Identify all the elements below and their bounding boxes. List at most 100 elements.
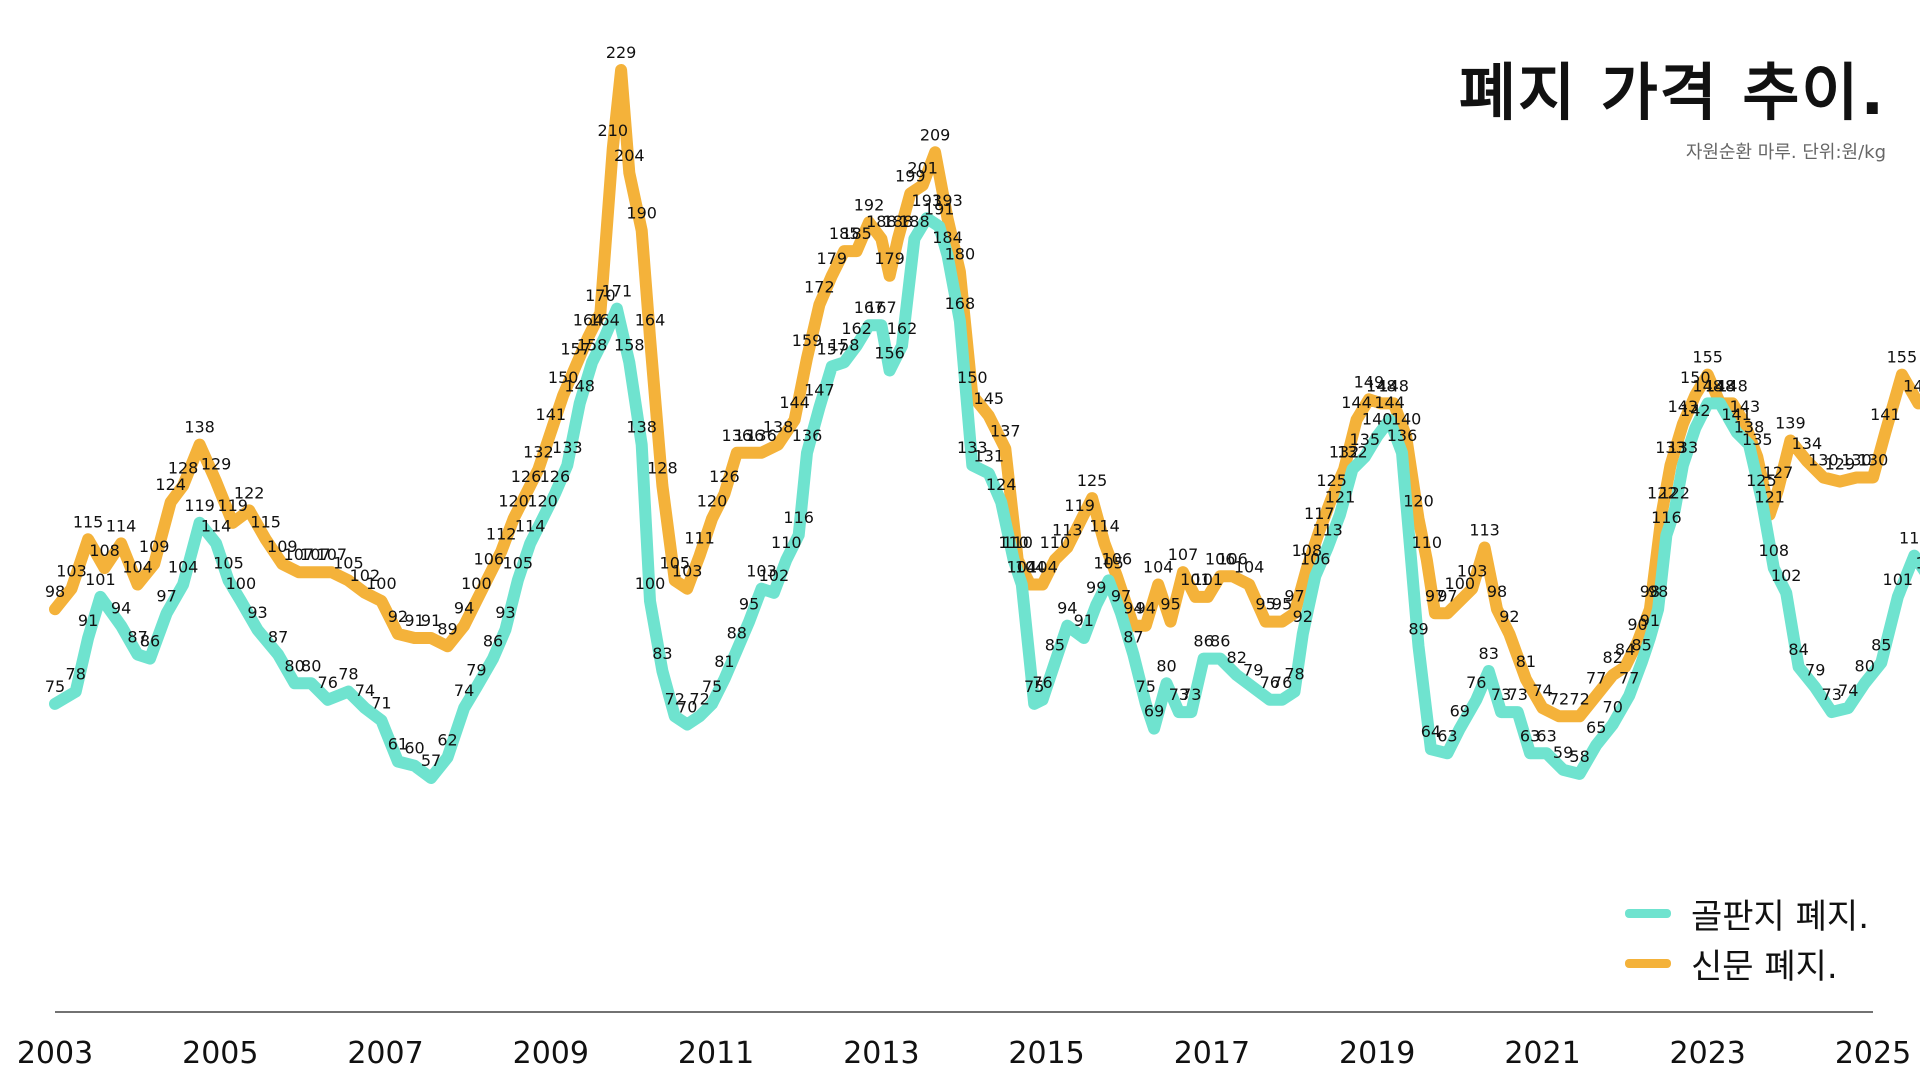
data-label: 168 [945,294,976,313]
data-label: 108 [1759,541,1790,560]
data-label: 180 [945,245,976,264]
data-label: 72 [689,689,709,708]
data-label: 127 [1763,463,1794,482]
data-label: 85 [1045,636,1065,655]
data-label: 101 [1193,570,1224,589]
data-label: 113 [1312,521,1343,540]
data-label: 73 [1181,685,1201,704]
data-label: 125 [1077,471,1108,490]
data-label: 79 [466,660,486,679]
data-label: 91 [78,611,98,630]
data-label: 98 [1487,582,1507,601]
data-label: 137 [990,422,1021,441]
data-label: 138 [184,418,215,437]
data-label: 188 [866,212,897,231]
data-label: 98 [45,582,65,601]
data-label: 150 [548,368,579,387]
data-label: 97 [1284,586,1304,605]
data-label: 138 [626,418,657,437]
data-label: 77 [1586,669,1606,688]
data-label: 128 [647,459,678,478]
data-label: 158 [577,335,608,354]
data-label: 94 [1136,599,1156,618]
x-tick-label: 2015 [1008,1036,1084,1071]
data-label: 78 [338,665,358,684]
data-label: 76 [1032,673,1052,692]
data-label: 62 [437,730,457,749]
data-label: 129 [201,455,232,474]
data-label: 60 [404,739,424,758]
data-label: 121 [1325,488,1356,507]
data-label: 130 [1808,451,1839,470]
data-label: 164 [589,311,620,330]
data-label: 105 [1093,553,1124,572]
data-label: 109 [139,537,170,556]
data-label: 113 [1052,521,1083,540]
data-label: 75 [1024,677,1044,696]
data-label: 136 [792,426,823,445]
data-label: 133 [957,438,988,457]
data-label: 90 [1627,615,1647,634]
data-label: 204 [614,146,645,165]
data-label: 150 [1680,368,1711,387]
legend-label: 골판지 폐지. [1691,896,1870,937]
data-label: 116 [1651,508,1682,527]
data-label: 91 [421,611,441,630]
data-label: 149 [1354,372,1385,391]
data-label: 63 [1437,726,1457,745]
data-label: 129 [1825,455,1856,474]
data-label: 102 [1771,566,1802,585]
data-label: 109 [267,537,298,556]
data-label: 108 [1292,541,1323,560]
x-tick-label: 2013 [843,1036,919,1071]
data-label: 171 [602,282,633,301]
data-label: 93 [495,603,515,622]
data-label: 79 [1805,660,1825,679]
data-label: 92 [1499,607,1519,626]
data-label: 76 [1466,673,1486,692]
data-label: 84 [1788,640,1808,659]
data-label: 86 [1210,632,1230,651]
data-label: 73 [1822,685,1842,704]
data-label: 172 [804,278,835,297]
data-label: 119 [184,496,215,515]
data-label: 164 [573,311,604,330]
x-tick-label: 2011 [678,1036,754,1071]
data-label: 144 [779,393,810,412]
data-label: 148 [1366,376,1397,395]
data-label: 131 [974,446,1005,465]
data-label: 122 [1647,483,1678,502]
data-label: 135 [1742,430,1773,449]
data-label: 87 [1123,628,1143,647]
data-label: 69 [1450,702,1470,721]
data-label: 170 [585,286,616,305]
data-label: 80 [301,656,321,675]
x-tick-label: 2025 [1835,1036,1911,1071]
data-label: 63 [1520,726,1540,745]
data-label: 122 [1659,483,1690,502]
data-labels: 7578911019487869710411911410510093878080… [45,43,1920,770]
data-label: 115 [250,512,281,531]
data-label: 106 [1300,549,1331,568]
data-label: 148 [564,376,595,395]
data-label: 142 [1680,401,1711,420]
data-label: 100 [226,574,257,593]
data-label: 76 [1272,673,1292,692]
data-label: 95 [1255,595,1275,614]
data-label: 74 [454,681,474,700]
data-label: 94 [111,599,131,618]
chart-subtitle: 자원순환 마루. 단위:원/kg [1685,142,1886,163]
data-label: 99 [1086,578,1106,597]
data-label: 95 [739,595,759,614]
data-label: 167 [854,298,885,317]
data-label: 193 [912,191,943,210]
data-label: 188 [883,212,914,231]
data-label: 148 [1705,376,1736,395]
data-label: 65 [1586,718,1606,737]
data-label: 115 [73,512,104,531]
data-label: 104 [1007,558,1038,577]
data-label: 148 [1903,376,1920,395]
data-label: 103 [1457,562,1488,581]
data-label: 76 [318,673,338,692]
